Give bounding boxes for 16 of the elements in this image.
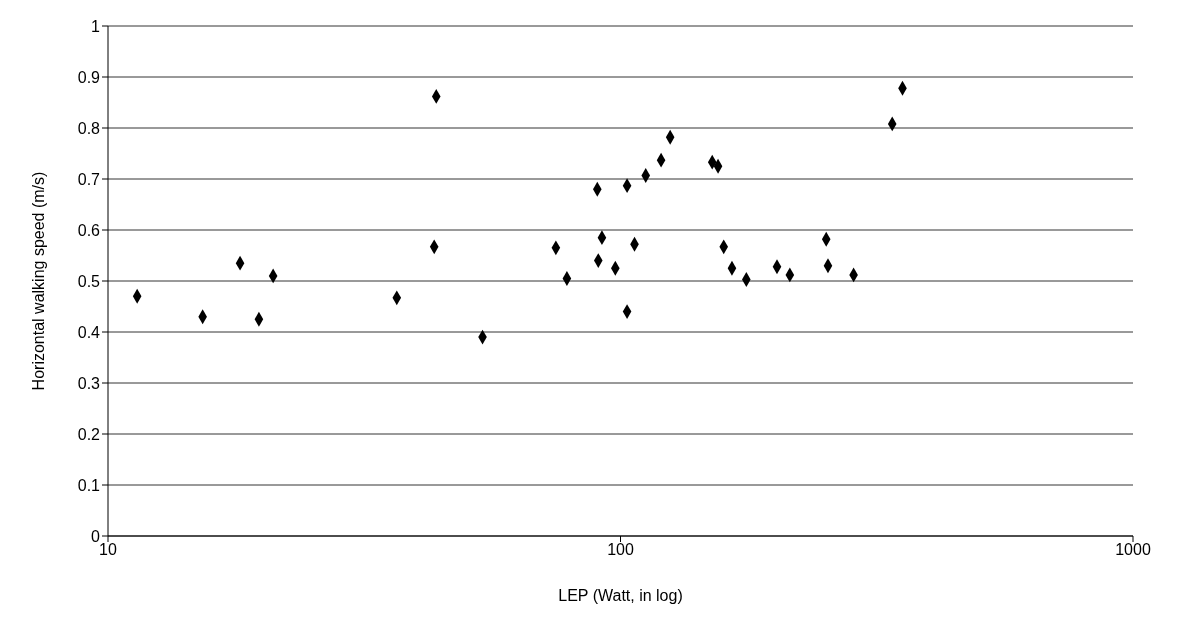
y-tick-label: 0: [91, 527, 101, 545]
x-tick-label: 10: [99, 541, 117, 559]
y-tick-label: 0.4: [77, 323, 101, 341]
y-tick-label: 0.9: [77, 68, 101, 86]
x-tick-label: 100: [607, 541, 634, 559]
x-tick-label: 1000: [1115, 541, 1151, 559]
y-tick-label: 1: [91, 17, 101, 35]
y-tick-label: 0.3: [77, 374, 101, 392]
y-tick-label: 0.8: [77, 119, 101, 137]
y-tick-label: 0.1: [77, 476, 101, 494]
x-axis-title: LEP (Watt, in log): [558, 587, 683, 604]
y-tick-label: 0.6: [77, 221, 101, 239]
y-tick-label: 0.7: [77, 170, 101, 188]
y-tick-label: 0.5: [77, 272, 101, 290]
y-axis-title: Horizontal walking speed (m/s): [29, 171, 47, 391]
y-tick-label: 0.2: [77, 425, 101, 443]
